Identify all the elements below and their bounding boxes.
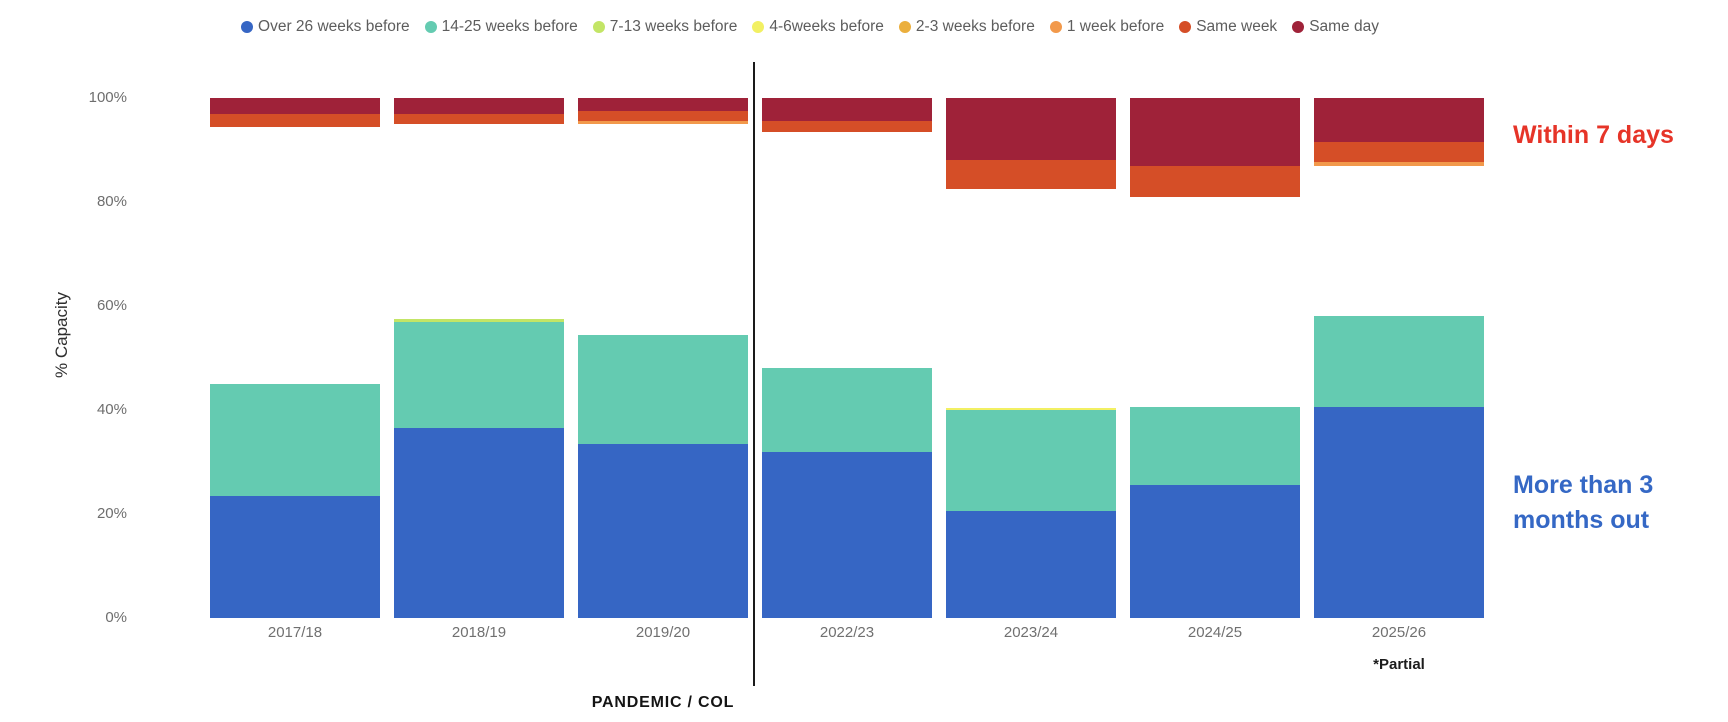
bar-segment[interactable] [762,121,932,132]
pandemic-divider-line [753,62,755,686]
bar-segment[interactable] [394,98,564,114]
bar-segment[interactable] [946,511,1116,618]
annotation-more-than-3-months: More than 3 months out [1513,468,1723,538]
legend-color-dot-icon [592,21,605,33]
bar-segment[interactable] [762,368,932,452]
legend-item-label: 7-13 weeks before [609,18,738,35]
bar-segment[interactable] [578,98,748,111]
bar-segment[interactable] [1314,162,1484,166]
annotation-within-7-days: Within 7 days [1513,121,1674,149]
legend-item-label: 1 week before [1066,18,1165,35]
bar-segment[interactable] [1314,407,1484,618]
legend-item-label: Over 26 weeks before [258,18,410,35]
legend-item-label: 2-3 weeks before [915,18,1035,35]
y-axis-tick-label: 60% [96,297,127,314]
bar-segment[interactable] [210,113,380,127]
legend-color-dot-icon [1292,21,1305,33]
bar-segment[interactable] [394,428,564,618]
y-axis-tick-label: 20% [96,505,127,522]
x-axis-tick-label: 2024/25 [1187,624,1243,641]
legend-item[interactable]: 7-13 weeks before [592,18,738,36]
bar-segment[interactable] [1314,141,1484,163]
annotation-more-line1: More than 3 [1513,471,1654,499]
x-axis-tick-label: 2017/18 [267,624,323,641]
y-axis-title: % Capacity [52,292,71,378]
x-axis-tick-label: 2023/24 [1003,624,1059,641]
bar-segment[interactable] [578,443,748,618]
legend-color-dot-icon [1049,21,1062,33]
bar-segment[interactable] [946,160,1116,189]
legend-item-label: 14-25 weeks before [441,18,578,35]
legend-item-label: Same week [1196,18,1278,35]
bar-segment[interactable] [762,451,932,618]
x-axis-tick-label: 2025/26 [1371,624,1427,641]
bar-segment[interactable] [1314,316,1484,408]
x-axis-tick-label: 2019/20 [635,624,691,641]
legend-item[interactable]: Over 26 weeks before [241,18,410,36]
x-axis-tick-label: 2018/19 [451,624,507,641]
bar-segment[interactable] [394,321,564,429]
annotation-more-line2: months out [1513,506,1650,534]
legend-item[interactable]: 1 week before [1049,18,1165,36]
bar-segment[interactable] [946,98,1116,161]
bar-segment[interactable] [394,113,564,124]
bar-segment[interactable] [578,111,748,122]
chart-legend: Over 26 weeks before 14-25 weeks before 7-… [0,18,1620,36]
bar-segment[interactable] [578,121,748,124]
legend-color-dot-icon [752,21,765,33]
legend-item-label: 4-6weeks before [769,18,884,35]
bar-segment[interactable] [394,319,564,322]
bar-segment[interactable] [210,98,380,114]
legend-color-dot-icon [424,21,437,33]
legend-color-dot-icon [1179,21,1192,33]
bar-segment[interactable] [1130,407,1300,486]
pandemic-divider-label: PANDEMIC / COL [591,694,735,711]
legend-item[interactable]: Same day [1292,18,1379,36]
y-axis-tick-label: 40% [96,401,127,418]
partial-data-note: *Partial [1373,656,1425,673]
legend-color-dot-icon [241,21,254,33]
legend-item[interactable]: 2-3 weeks before [898,18,1035,36]
legend-color-dot-icon [898,21,911,33]
bar-segment[interactable] [210,384,380,496]
legend-item-label: Same day [1309,18,1379,35]
x-axis-tick-label: 2022/23 [819,624,875,641]
bar-segment[interactable] [1130,165,1300,197]
bar-segment[interactable] [762,98,932,122]
y-axis-tick-label: 100% [88,89,127,106]
legend-item[interactable]: 14-25 weeks before [424,18,578,36]
bar-segment[interactable] [946,410,1116,512]
y-axis-tick-label: 80% [96,193,127,210]
bar-segment[interactable] [578,334,748,444]
bar-segment[interactable] [210,495,380,618]
bar-segment[interactable] [1314,98,1484,142]
bar-segment[interactable] [1130,485,1300,618]
bar-segment[interactable] [1130,98,1300,166]
bar-segment[interactable] [946,407,1116,410]
legend-item[interactable]: 4-6weeks before [752,18,884,36]
legend-item[interactable]: Same week [1179,18,1277,36]
y-axis-tick-label: 0% [105,609,127,626]
